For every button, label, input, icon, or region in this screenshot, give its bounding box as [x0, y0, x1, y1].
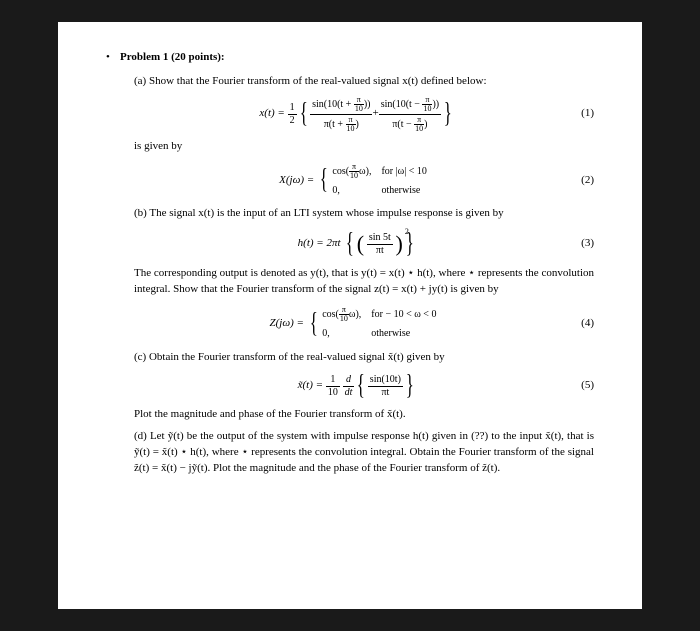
c2e: 0,	[320, 325, 369, 344]
c2c: otherwise	[369, 325, 444, 344]
brace-right: }	[444, 103, 452, 125]
eq3-frac: sin 5t πt	[367, 233, 393, 256]
eq2-lhs: X(jω) =	[279, 173, 314, 189]
eq2-number: (2)	[581, 173, 594, 189]
d: 10	[414, 125, 424, 133]
eq4-lhs: Z(jω) =	[270, 316, 304, 332]
brace-left: {	[320, 169, 328, 191]
t7: π(t −	[392, 119, 414, 130]
lparen: (	[357, 231, 364, 256]
eq5-ddt: d dt	[343, 375, 355, 398]
part-b-desc: The corresponding output is denoted as y…	[120, 266, 594, 298]
t4: )	[356, 119, 359, 130]
brace-left: {	[299, 103, 307, 125]
frac2-den: π(t − π10)	[379, 115, 441, 133]
brace-left: {	[346, 233, 354, 255]
half-den: 2	[288, 115, 297, 126]
c1c: for − 10 < ω < 0	[369, 304, 444, 325]
n: sin(10t)	[368, 375, 403, 387]
d: 10	[326, 387, 340, 398]
case2-expr: 0,	[330, 182, 379, 201]
t3: π(t +	[324, 119, 346, 130]
n: d	[343, 375, 355, 387]
cb: ω),	[349, 309, 361, 320]
eq1-frac1: sin(10(t + π10)) π(t + π10)	[310, 96, 372, 133]
ca: cos(	[322, 309, 339, 320]
eq5-lhs: x̃(t) =	[298, 378, 323, 394]
eq4-cases: cos(π10ω), for − 10 < ω < 0 0, otherwise	[320, 304, 444, 344]
eq3-number: (3)	[581, 236, 594, 252]
bullet: •	[106, 50, 110, 66]
rparen: )	[396, 231, 403, 256]
part-a-intro: (a) Show that the Fourier transform of t…	[120, 74, 594, 90]
given-by: is given by	[120, 139, 594, 155]
d: dt	[343, 387, 355, 398]
brace-right: }	[406, 233, 414, 255]
d: 10	[346, 125, 356, 133]
n: 1	[326, 375, 340, 387]
t5: sin(10(t −	[381, 99, 423, 110]
ca: cos(	[332, 166, 349, 177]
pi10d: π10	[414, 116, 424, 133]
eq1-number: (1)	[581, 106, 594, 122]
brace-left: {	[309, 313, 317, 335]
brace-right: }	[406, 375, 414, 397]
equation-3: h(t) = 2πt { ( sin 5t πt ) 2 } (3)	[120, 228, 594, 260]
case1-expr: cos(π10ω),	[330, 161, 379, 182]
frac1-den: π(t + π10)	[310, 115, 372, 133]
part-c-intro: (c) Obtain the Fourier transform of the …	[120, 350, 594, 366]
eq1-half: 1 2	[288, 103, 297, 126]
equation-2: X(jω) = { cos(π10ω), for |ω| < 10 0, oth…	[120, 161, 594, 201]
part-d-text: (d) Let ỹ(t) be the output of the system…	[120, 429, 594, 477]
c1e: cos(π10ω),	[320, 304, 369, 325]
pi10a: π10	[354, 96, 364, 113]
case2-cond: otherwise	[379, 182, 434, 201]
eq5-frac: sin(10t) πt	[368, 375, 403, 398]
frac1-num: sin(10(t + π10))	[310, 96, 372, 115]
pi10f: π10	[339, 306, 349, 323]
eq5-number: (5)	[581, 378, 594, 394]
d: πt	[367, 245, 393, 256]
d: 10	[339, 315, 349, 323]
brace-left: {	[357, 375, 365, 397]
cb: ω),	[359, 166, 371, 177]
pi10c: π10	[422, 96, 432, 113]
d: πt	[368, 387, 403, 398]
eq1-frac2: sin(10(t − π10)) π(t − π10)	[379, 96, 441, 133]
d: 10	[354, 105, 364, 113]
document-page: • Problem 1 (20 points): (a) Show that t…	[58, 22, 642, 609]
eq3-lhs: h(t) = 2πt	[298, 236, 341, 252]
d: 10	[349, 172, 359, 180]
half-num: 1	[288, 103, 297, 115]
t1: sin(10(t +	[312, 99, 354, 110]
pi10e: π10	[349, 163, 359, 180]
eq4-number: (4)	[581, 316, 594, 332]
eq3-paren: ( sin 5t πt ) 2	[357, 228, 403, 260]
part-c-plot: Plot the magnitude and phase of the Four…	[120, 407, 594, 423]
equation-1: x(t) = 1 2 { sin(10(t + π10)) π(t + π10)…	[120, 96, 594, 133]
problem-header: • Problem 1 (20 points):	[120, 50, 594, 66]
part-b-intro: (b) The signal x(t) is the input of an L…	[120, 206, 594, 222]
frac2-num: sin(10(t − π10))	[379, 96, 441, 115]
n: sin 5t	[367, 233, 393, 245]
d: 10	[422, 105, 432, 113]
t2: ))	[364, 99, 371, 110]
eq2-cases: cos(π10ω), for |ω| < 10 0, otherwise	[330, 161, 434, 201]
t6: ))	[432, 99, 439, 110]
pi10b: π10	[346, 116, 356, 133]
case1-cond: for |ω| < 10	[379, 161, 434, 182]
problem-title: Problem 1 (20 points):	[120, 51, 225, 63]
equation-5: x̃(t) = 1 10 d dt { sin(10t) πt } (5)	[120, 371, 594, 401]
eq5-coef: 1 10	[326, 375, 340, 398]
t8: )	[424, 119, 427, 130]
eq1-lhs: x(t) =	[259, 106, 284, 122]
equation-4: Z(jω) = { cos(π10ω), for − 10 < ω < 0 0,…	[120, 304, 594, 344]
